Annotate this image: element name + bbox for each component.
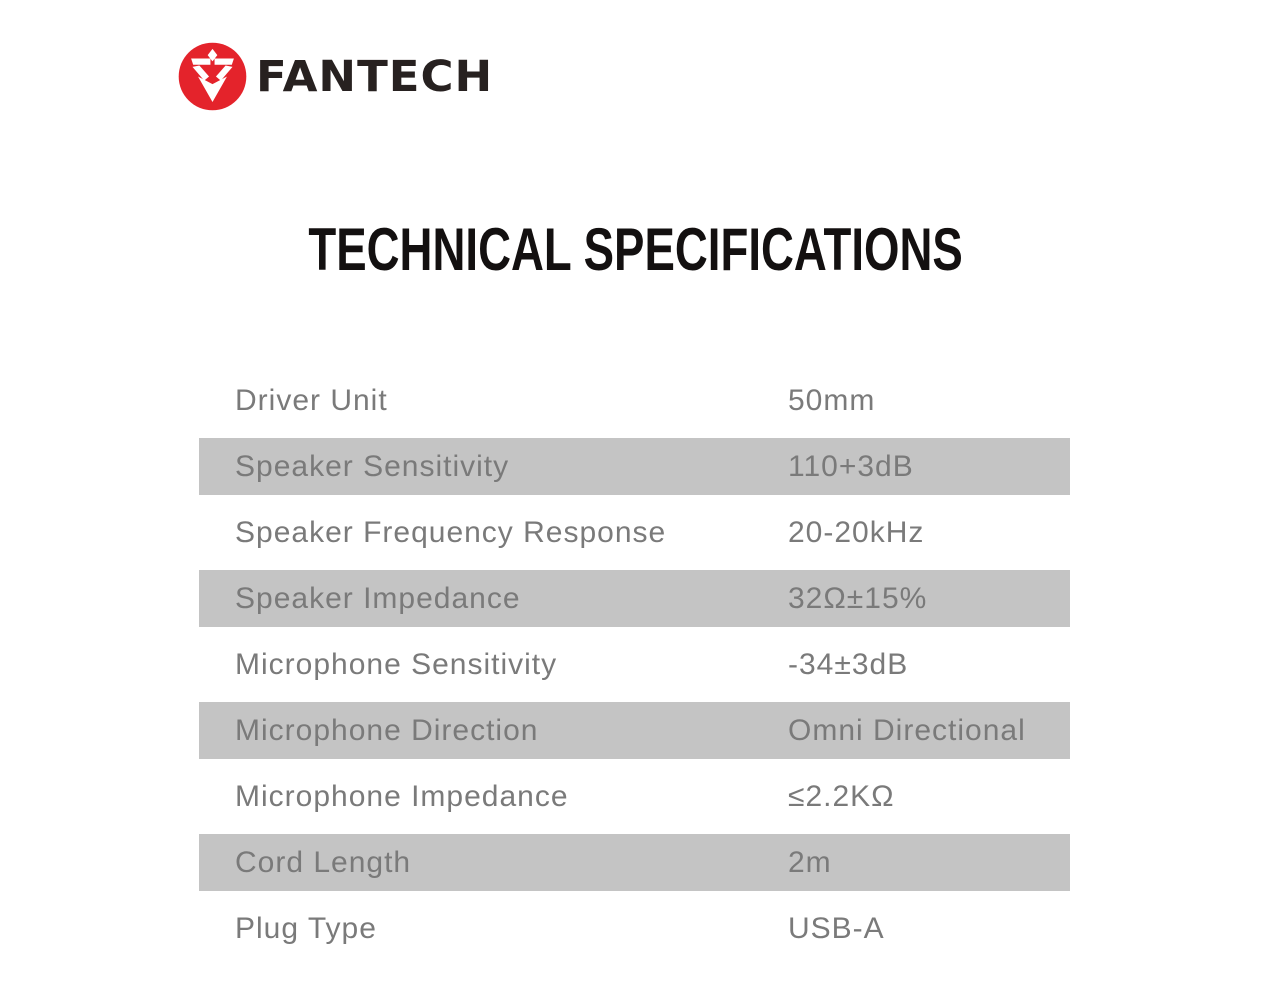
- spec-value: 32Ω±15%: [788, 581, 928, 615]
- brand-logo: FANTECH: [178, 42, 493, 111]
- spec-row-microphone-direction: Microphone Direction Omni Directional: [199, 702, 1070, 759]
- spec-value: -34±3dB: [788, 647, 909, 681]
- spec-value: USB-A: [788, 911, 885, 945]
- spec-label: Speaker Sensitivity: [235, 449, 510, 483]
- brand-wordmark: FANTECH: [256, 51, 494, 102]
- spec-label: Microphone Direction: [235, 713, 539, 747]
- spec-row-speaker-frequency-response: Speaker Frequency Response 20-20kHz: [199, 495, 1070, 570]
- spec-value: Omni Directional: [788, 713, 1026, 747]
- spec-row-microphone-impedance: Microphone Impedance ≤2.2KΩ: [199, 759, 1070, 834]
- title-container: TECHNICAL SPECIFICATIONS: [0, 217, 1271, 283]
- spec-label: Driver Unit: [235, 383, 388, 417]
- spec-value: 50mm: [788, 383, 876, 417]
- spec-label: Speaker Frequency Response: [235, 515, 667, 549]
- spec-value: 20-20kHz: [788, 515, 925, 549]
- spec-value: ≤2.2KΩ: [788, 779, 895, 813]
- spec-row-plug-type: Plug Type USB-A: [199, 891, 1070, 966]
- spec-label: Cord Length: [235, 845, 412, 879]
- spec-label: Microphone Sensitivity: [235, 647, 558, 681]
- spec-row-cord-length: Cord Length 2m: [199, 834, 1070, 891]
- spec-label: Microphone Impedance: [235, 779, 569, 813]
- spec-label: Plug Type: [235, 911, 377, 945]
- spec-label: Speaker Impedance: [235, 581, 521, 615]
- spec-value: 110+3dB: [788, 449, 914, 483]
- fantech-falcon-icon: [178, 42, 247, 111]
- spec-row-microphone-sensitivity: Microphone Sensitivity -34±3dB: [199, 627, 1070, 702]
- spec-row-speaker-impedance: Speaker Impedance 32Ω±15%: [199, 570, 1070, 627]
- spec-value: 2m: [788, 845, 832, 879]
- spec-row-speaker-sensitivity: Speaker Sensitivity 110+3dB: [199, 438, 1070, 495]
- spec-table: Driver Unit 50mm Speaker Sensitivity 110…: [199, 363, 1070, 966]
- page-title: TECHNICAL SPECIFICATIONS: [308, 216, 963, 283]
- spec-row-driver-unit: Driver Unit 50mm: [199, 363, 1070, 438]
